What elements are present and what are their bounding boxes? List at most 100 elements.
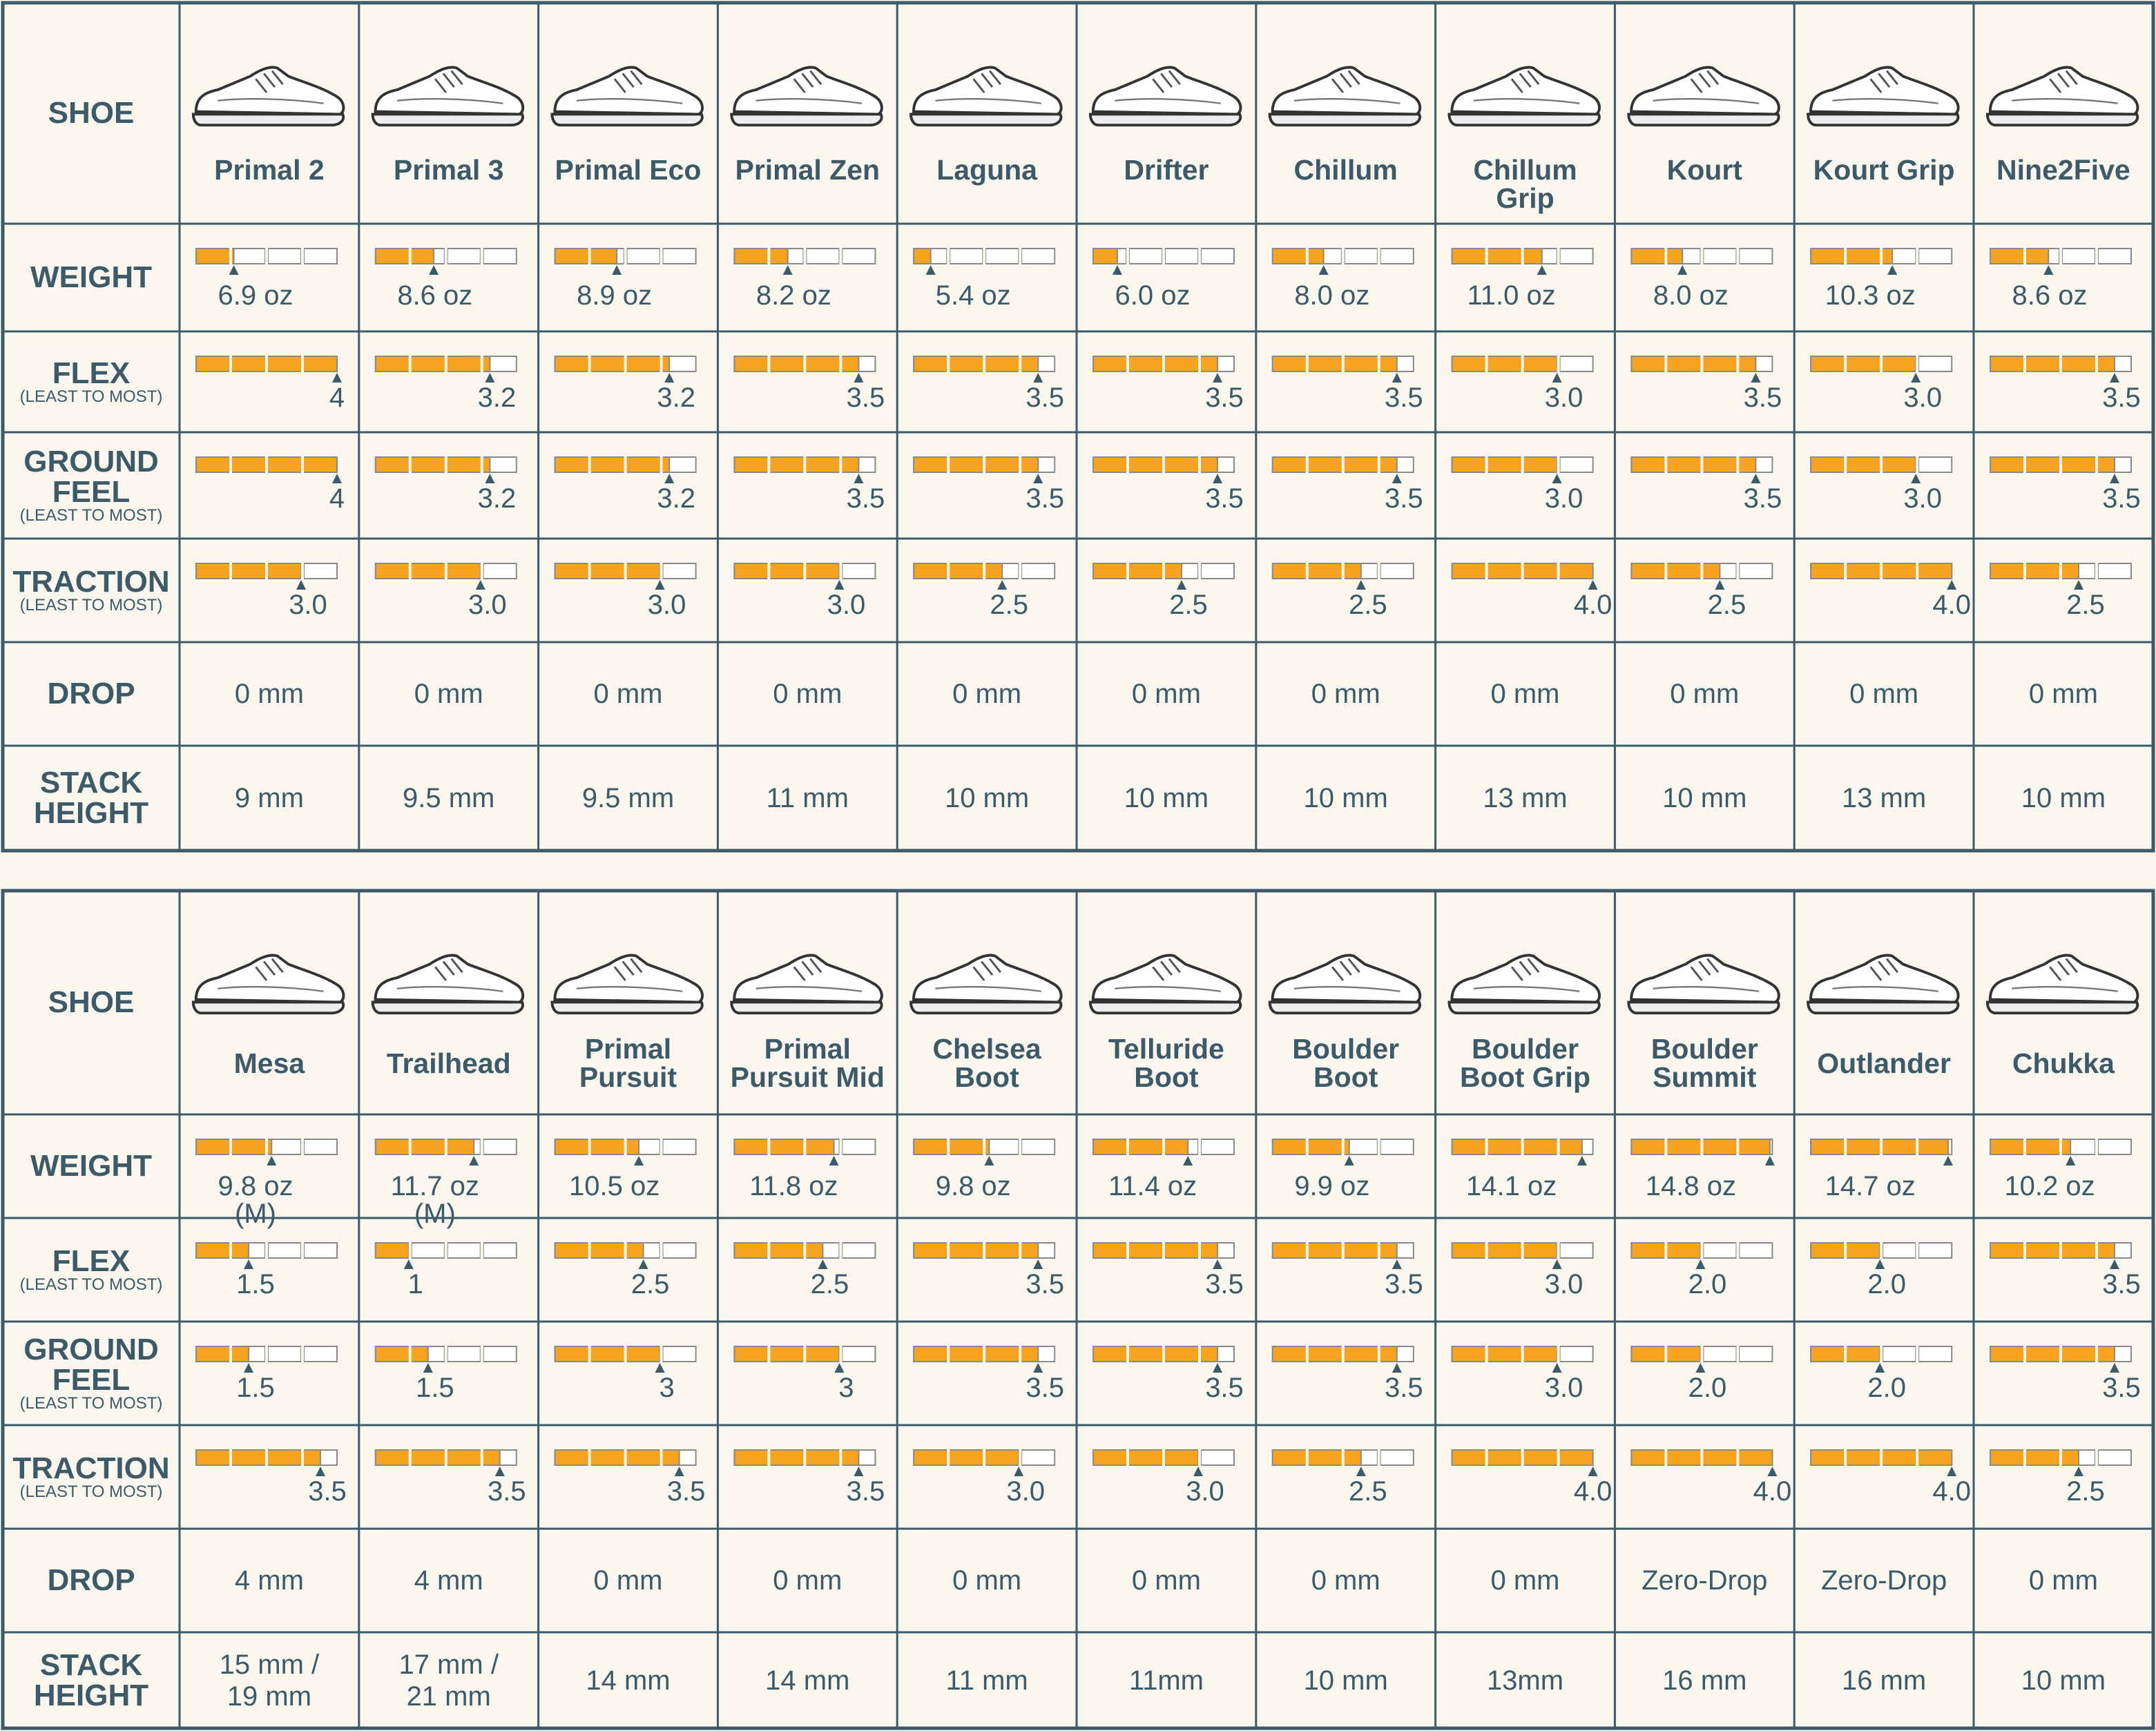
bar-gap xyxy=(1126,1449,1129,1467)
bar-box xyxy=(482,1346,517,1362)
bar-gap xyxy=(480,1241,483,1259)
row-label-text: DROP xyxy=(47,1563,135,1597)
bar-gap xyxy=(408,355,412,373)
bar-gap xyxy=(301,1138,304,1156)
bar-box xyxy=(1021,1449,1056,1466)
shoe-image xyxy=(373,68,523,126)
bar-gap xyxy=(767,562,771,580)
traction-label: 4.0 xyxy=(1573,1476,1613,1507)
bar-box xyxy=(303,1242,338,1259)
stack-height: 10 mm xyxy=(2021,1665,2106,1696)
drop: Zero-Drop xyxy=(1642,1565,1768,1596)
bar-marker xyxy=(1677,265,1688,275)
stack-height: 13mm xyxy=(1486,1665,1564,1696)
bar-gap xyxy=(1557,1138,1560,1156)
bar-gap xyxy=(1664,456,1668,474)
bar-marker xyxy=(1588,580,1598,590)
row-label-text: GROUND FEEL xyxy=(23,1333,159,1397)
bar-marker xyxy=(1356,1467,1366,1476)
drop: 0 mm xyxy=(773,679,843,709)
row-label-note: (LEAST TO MOST) xyxy=(19,387,163,406)
bar-gap xyxy=(803,247,807,265)
bar-gap xyxy=(983,1241,986,1259)
bar-marker xyxy=(634,1156,644,1166)
row-label: STACK HEIGHT xyxy=(3,746,180,851)
bar-marker xyxy=(984,1156,994,1166)
weight-label: 11.8 oz xyxy=(749,1171,838,1201)
bar-gap xyxy=(1844,1449,1847,1467)
bar-gap xyxy=(767,1138,771,1156)
bar-gap xyxy=(767,247,771,265)
traction-label: 3.5 xyxy=(308,1476,347,1507)
bar-gap xyxy=(1557,247,1560,265)
row-label-note: (LEAST TO MOST) xyxy=(19,1275,163,1294)
bar-gap xyxy=(1916,355,1919,373)
stack-height: 11mm xyxy=(1128,1665,1204,1696)
bar-gap xyxy=(588,1138,591,1156)
traction-label: 2.5 xyxy=(1348,1476,1387,1507)
bar-gap xyxy=(444,355,447,373)
bar-marker xyxy=(332,474,342,483)
bar-gap xyxy=(1844,247,1847,265)
bar-gap xyxy=(1844,1138,1847,1156)
bar-box xyxy=(1702,248,1738,264)
flex-label: 3.5 xyxy=(1384,1269,1423,1299)
weight-bar-fill xyxy=(374,1139,475,1155)
bar-marker xyxy=(997,580,1008,590)
bar-gap xyxy=(947,1241,950,1259)
bar-gap xyxy=(1736,1345,1740,1363)
bar-marker xyxy=(1764,1156,1775,1166)
bar-marker xyxy=(854,1467,864,1476)
bar-gap xyxy=(839,355,843,373)
shoe-image xyxy=(911,956,1061,1014)
bar-gap xyxy=(408,1138,412,1156)
stack-height: 17 mm / 21 mm xyxy=(398,1649,499,1712)
bar-gap xyxy=(265,562,268,580)
bar-box xyxy=(1738,1346,1773,1362)
shoe-image xyxy=(552,68,702,126)
bar-gap xyxy=(1521,1138,1524,1156)
ground-feel-label: 3 xyxy=(659,1373,675,1403)
bar-gap xyxy=(2059,1241,2062,1259)
bar-box xyxy=(1021,563,1056,579)
row-label-text: FLEX xyxy=(52,356,131,390)
row-label-text: SHOE xyxy=(48,985,135,1019)
bar-box xyxy=(985,248,1020,264)
bar-gap xyxy=(1880,355,1883,373)
bar-gap xyxy=(2095,1138,2098,1156)
bar-gap xyxy=(1198,355,1201,373)
bar-box xyxy=(303,1346,338,1362)
ground-feel-bar-fill xyxy=(733,456,860,473)
stack-height: 9.5 mm xyxy=(581,783,675,813)
weight-label: 8.9 oz xyxy=(577,280,653,311)
bar-marker xyxy=(1033,474,1043,483)
bar-marker xyxy=(469,1156,479,1166)
traction-label: 2.5 xyxy=(1348,590,1387,620)
ground-feel-bar-fill xyxy=(195,1346,249,1362)
weight-label: 10.3 oz xyxy=(1825,280,1916,311)
weight-label: 10.5 oz xyxy=(568,1171,660,1201)
bar-gap xyxy=(1162,1449,1165,1467)
bar-marker xyxy=(1911,373,1921,383)
weight-label: 8.2 oz xyxy=(755,280,831,311)
weight-bar-fill xyxy=(1990,248,2050,264)
bar-gap xyxy=(408,562,412,580)
bar-gap xyxy=(1485,1449,1488,1467)
bar-gap xyxy=(1485,247,1488,265)
weight-bar-fill xyxy=(1271,248,1325,264)
stack-height: 10 mm xyxy=(1662,783,1747,813)
bar-gap xyxy=(1557,456,1560,474)
flex-bar-fill xyxy=(1271,1242,1398,1259)
weight-bar-fill xyxy=(1093,1139,1189,1155)
bar-box xyxy=(841,563,876,579)
drop: 0 mm xyxy=(952,1565,1022,1596)
bar-marker xyxy=(1947,1467,1957,1476)
bar-marker xyxy=(429,265,439,275)
bar-gap xyxy=(229,1449,232,1467)
ground-feel-label: 3.2 xyxy=(477,483,517,514)
bar-gap xyxy=(2095,1345,2098,1363)
shoe-name: Chillum Grip xyxy=(1473,154,1577,214)
bar-marker xyxy=(655,1363,665,1373)
bar-gap xyxy=(1844,562,1847,580)
bar-gap xyxy=(444,456,447,474)
